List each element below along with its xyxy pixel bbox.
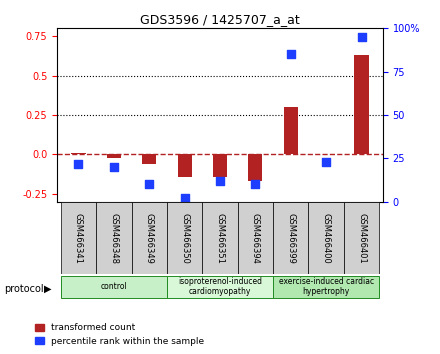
Bar (308, 202, 344, 274)
Bar (202, 202, 238, 274)
Point (146, 182, 153, 187)
Point (181, 195, 188, 201)
Bar (167, 275, 273, 298)
Bar (96, 202, 132, 274)
Legend: transformed count, percentile rank within the sample: transformed count, percentile rank withi… (31, 320, 208, 349)
Bar (132, 202, 167, 274)
Text: isoproterenol-induced
cardiomyopathy: isoproterenol-induced cardiomyopathy (178, 277, 262, 296)
Bar (273, 275, 379, 298)
Point (110, 164, 117, 170)
Bar (142, 154, 156, 164)
Text: GSM466401: GSM466401 (357, 213, 366, 263)
Text: GSM466394: GSM466394 (251, 213, 260, 263)
Point (216, 178, 224, 184)
Bar (167, 202, 202, 274)
Text: GSM466400: GSM466400 (322, 213, 331, 263)
Text: exercise-induced cardiac
hypertrophy: exercise-induced cardiac hypertrophy (279, 277, 374, 296)
Text: GSM466348: GSM466348 (109, 212, 118, 264)
Bar (273, 202, 308, 274)
Bar (61, 275, 167, 298)
Bar (213, 154, 227, 177)
Bar (61, 202, 96, 274)
Bar (107, 154, 121, 158)
Text: GSM466399: GSM466399 (286, 213, 295, 263)
Bar (71, 153, 85, 154)
Text: GSM466351: GSM466351 (216, 213, 224, 263)
Text: GSM466350: GSM466350 (180, 213, 189, 263)
Point (358, 34, 365, 40)
Text: ▶: ▶ (44, 284, 51, 293)
Text: GSM466341: GSM466341 (74, 213, 83, 263)
Point (323, 159, 330, 165)
Text: GSM466349: GSM466349 (145, 213, 154, 263)
Bar (177, 154, 192, 177)
Point (252, 182, 259, 187)
Point (287, 52, 294, 57)
Text: protocol: protocol (4, 284, 44, 293)
Bar (238, 202, 273, 274)
Bar (355, 55, 369, 154)
Bar (344, 202, 379, 274)
Bar (284, 107, 298, 154)
Text: control: control (100, 282, 127, 291)
Point (75, 161, 82, 166)
Bar (248, 154, 263, 181)
Title: GDS3596 / 1425707_a_at: GDS3596 / 1425707_a_at (140, 13, 300, 26)
